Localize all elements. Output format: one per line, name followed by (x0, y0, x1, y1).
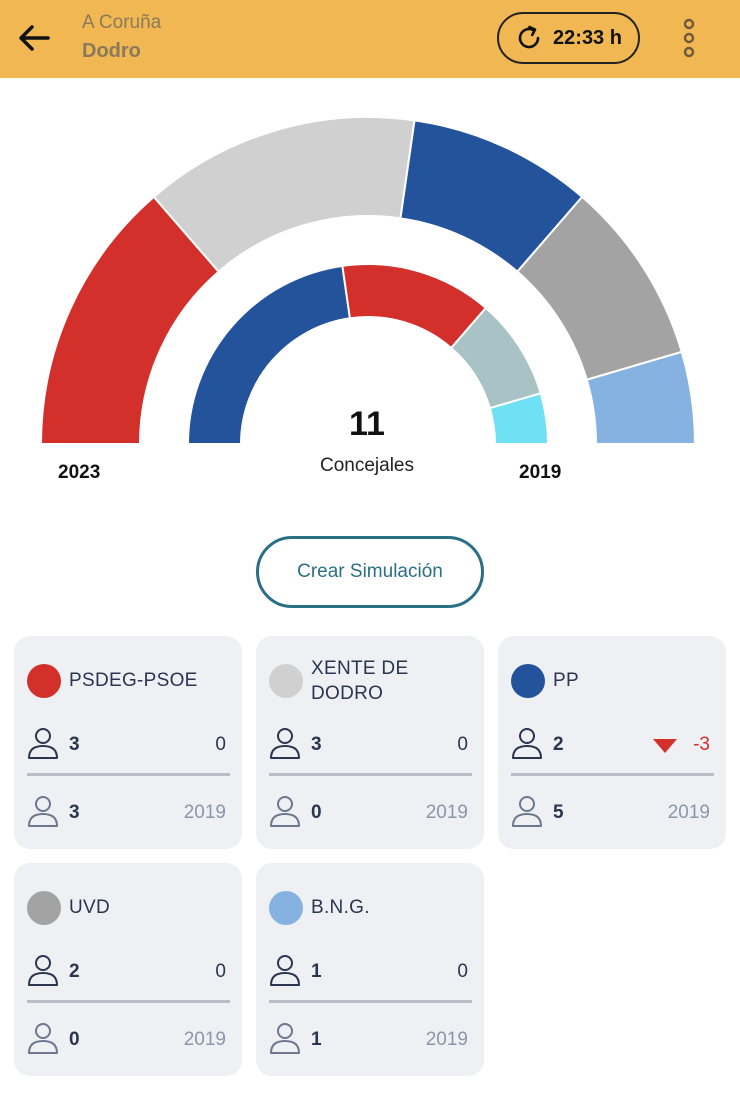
party-name: PSDEG-PSOE (69, 668, 234, 693)
party-color-dot (27, 891, 61, 925)
party-name: B.N.G. (311, 895, 476, 920)
party-color-dot (269, 664, 303, 698)
card-divider (511, 773, 714, 776)
party-color-dot (269, 891, 303, 925)
party-name-line1: PSDEG-PSOE (69, 670, 198, 691)
current-seats: 3 (69, 734, 80, 755)
more-vertical-icon (683, 18, 695, 58)
outer-ring-year: 2023 (58, 462, 101, 483)
create-simulation-button[interactable]: Crear Simulación (256, 536, 484, 608)
previous-year: 2019 (425, 1029, 468, 1050)
party-color-dot (27, 664, 61, 698)
person-icon (28, 955, 58, 986)
party-name: XENTE DE DODRO (311, 656, 476, 706)
card-divider (269, 1000, 472, 1003)
update-time: 22:33 h (553, 26, 622, 49)
previous-seats-row: 5 2019 (511, 792, 714, 832)
refresh-icon (518, 25, 540, 49)
party-card[interactable]: B.N.G. 1 0 1 2019 (256, 863, 484, 1076)
previous-seats: 5 (553, 802, 564, 823)
previous-seats-row: 1 2019 (269, 1019, 472, 1059)
person-icon (270, 955, 300, 986)
current-seats: 2 (553, 734, 564, 755)
previous-seats: 3 (69, 802, 80, 823)
seat-change: 0 (215, 961, 226, 982)
seat-change: 0 (215, 734, 226, 755)
current-seats: 1 (311, 961, 322, 982)
outer-ring-segment-4 (585, 350, 697, 445)
header-titles: A Coruña Dodro (82, 10, 161, 66)
party-card[interactable]: PP 2 -3 5 2019 (498, 636, 726, 849)
party-name-line1: B.N.G. (311, 897, 370, 918)
person-icon (512, 728, 542, 759)
total-seats-label: Concejales (320, 455, 414, 476)
person-icon (270, 1023, 300, 1054)
header-subtitle: A Coruña (82, 12, 162, 33)
person-icon (28, 796, 58, 827)
more-menu-button[interactable] (672, 14, 706, 62)
party-name-line2: DODRO (311, 683, 384, 704)
party-name-line1: XENTE DE (311, 658, 409, 679)
current-seats-row: 2 -3 (511, 724, 714, 764)
seats-chart-svg (39, 116, 697, 445)
current-seats: 2 (69, 961, 80, 982)
previous-year: 2019 (183, 1029, 226, 1050)
previous-seats: 1 (311, 1029, 322, 1050)
person-icon (270, 796, 300, 827)
party-card[interactable]: PSDEG-PSOE 3 0 3 2019 (14, 636, 242, 849)
back-button[interactable] (12, 16, 56, 60)
party-name-line1: UVD (69, 897, 111, 918)
arrow-left-icon (19, 25, 50, 51)
person-icon (28, 728, 58, 759)
triangle-down-icon (653, 739, 677, 753)
card-divider (27, 773, 230, 776)
party-name: PP (553, 668, 718, 693)
party-color-dot (511, 664, 545, 698)
previous-year: 2019 (183, 802, 226, 823)
total-seats-value: 11 (349, 405, 385, 443)
seats-chart: 11 Concejales 2023 2019 (0, 78, 740, 518)
refresh-time-button[interactable]: 22:33 h (497, 12, 640, 64)
inner-ring-year: 2019 (519, 462, 562, 483)
header-title: Dodro (82, 40, 141, 62)
inner-ring-segment-3 (488, 392, 550, 445)
previous-year: 2019 (425, 802, 468, 823)
seat-change: 0 (457, 961, 468, 982)
seat-change: 0 (457, 734, 468, 755)
card-divider (269, 773, 472, 776)
current-seats: 3 (311, 734, 322, 755)
person-icon (512, 796, 542, 827)
seat-change: -3 (693, 734, 710, 755)
previous-seats-row: 3 2019 (27, 792, 230, 832)
previous-seats-row: 0 2019 (269, 792, 472, 832)
card-divider (27, 1000, 230, 1003)
previous-seats: 0 (311, 802, 322, 823)
person-icon (28, 1023, 58, 1054)
party-name-line1: PP (553, 670, 579, 691)
party-card[interactable]: XENTE DE DODRO 3 0 0 2019 (256, 636, 484, 849)
previous-year: 2019 (667, 802, 710, 823)
app-header: A Coruña Dodro 22:33 h (0, 0, 740, 78)
person-icon (270, 728, 300, 759)
party-card[interactable]: UVD 2 0 0 2019 (14, 863, 242, 1076)
previous-seats: 0 (69, 1029, 80, 1050)
party-name: UVD (69, 895, 234, 920)
previous-seats-row: 0 2019 (27, 1019, 230, 1059)
